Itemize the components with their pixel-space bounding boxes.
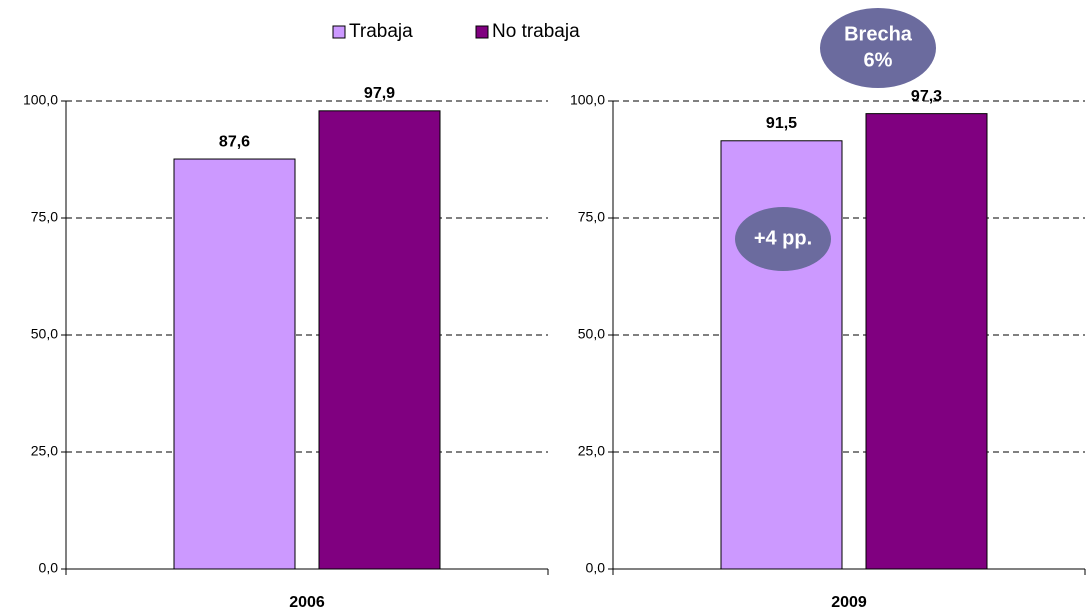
annotation-bubble bbox=[735, 207, 831, 271]
bar bbox=[865, 113, 988, 570]
annotation: +4 pp. bbox=[754, 227, 812, 249]
y-tick-label: 25,0 bbox=[31, 443, 58, 459]
data-label: 97,9 bbox=[364, 85, 395, 102]
y-tick-label: 100,0 bbox=[23, 92, 58, 108]
y-tick-label: 0,0 bbox=[39, 560, 59, 576]
annotation-bubble bbox=[820, 8, 936, 88]
y-tick-label: 50,0 bbox=[578, 326, 605, 342]
bar bbox=[720, 140, 843, 570]
y-tick-label: 75,0 bbox=[578, 209, 605, 225]
y-tick-label: 75,0 bbox=[31, 209, 58, 225]
data-label: 87,6 bbox=[219, 133, 250, 150]
data-label: 91,5 bbox=[766, 115, 797, 132]
y-tick-label: 50,0 bbox=[31, 326, 58, 342]
annotation: 6% bbox=[864, 49, 893, 71]
legend-swatch bbox=[332, 25, 346, 39]
data-label: 97,3 bbox=[911, 88, 942, 105]
legend-label: No trabaja bbox=[492, 21, 580, 42]
legend-swatch bbox=[475, 25, 489, 39]
bar bbox=[318, 110, 441, 570]
y-tick-label: 25,0 bbox=[578, 443, 605, 459]
legend-label: Trabaja bbox=[349, 21, 413, 42]
bar bbox=[173, 158, 296, 570]
y-tick-label: 0,0 bbox=[586, 560, 606, 576]
annotation: Brecha bbox=[844, 23, 913, 45]
x-tick-label: 2006 bbox=[289, 594, 325, 610]
x-tick-label: 2009 bbox=[831, 594, 867, 610]
y-tick-label: 100,0 bbox=[570, 92, 605, 108]
